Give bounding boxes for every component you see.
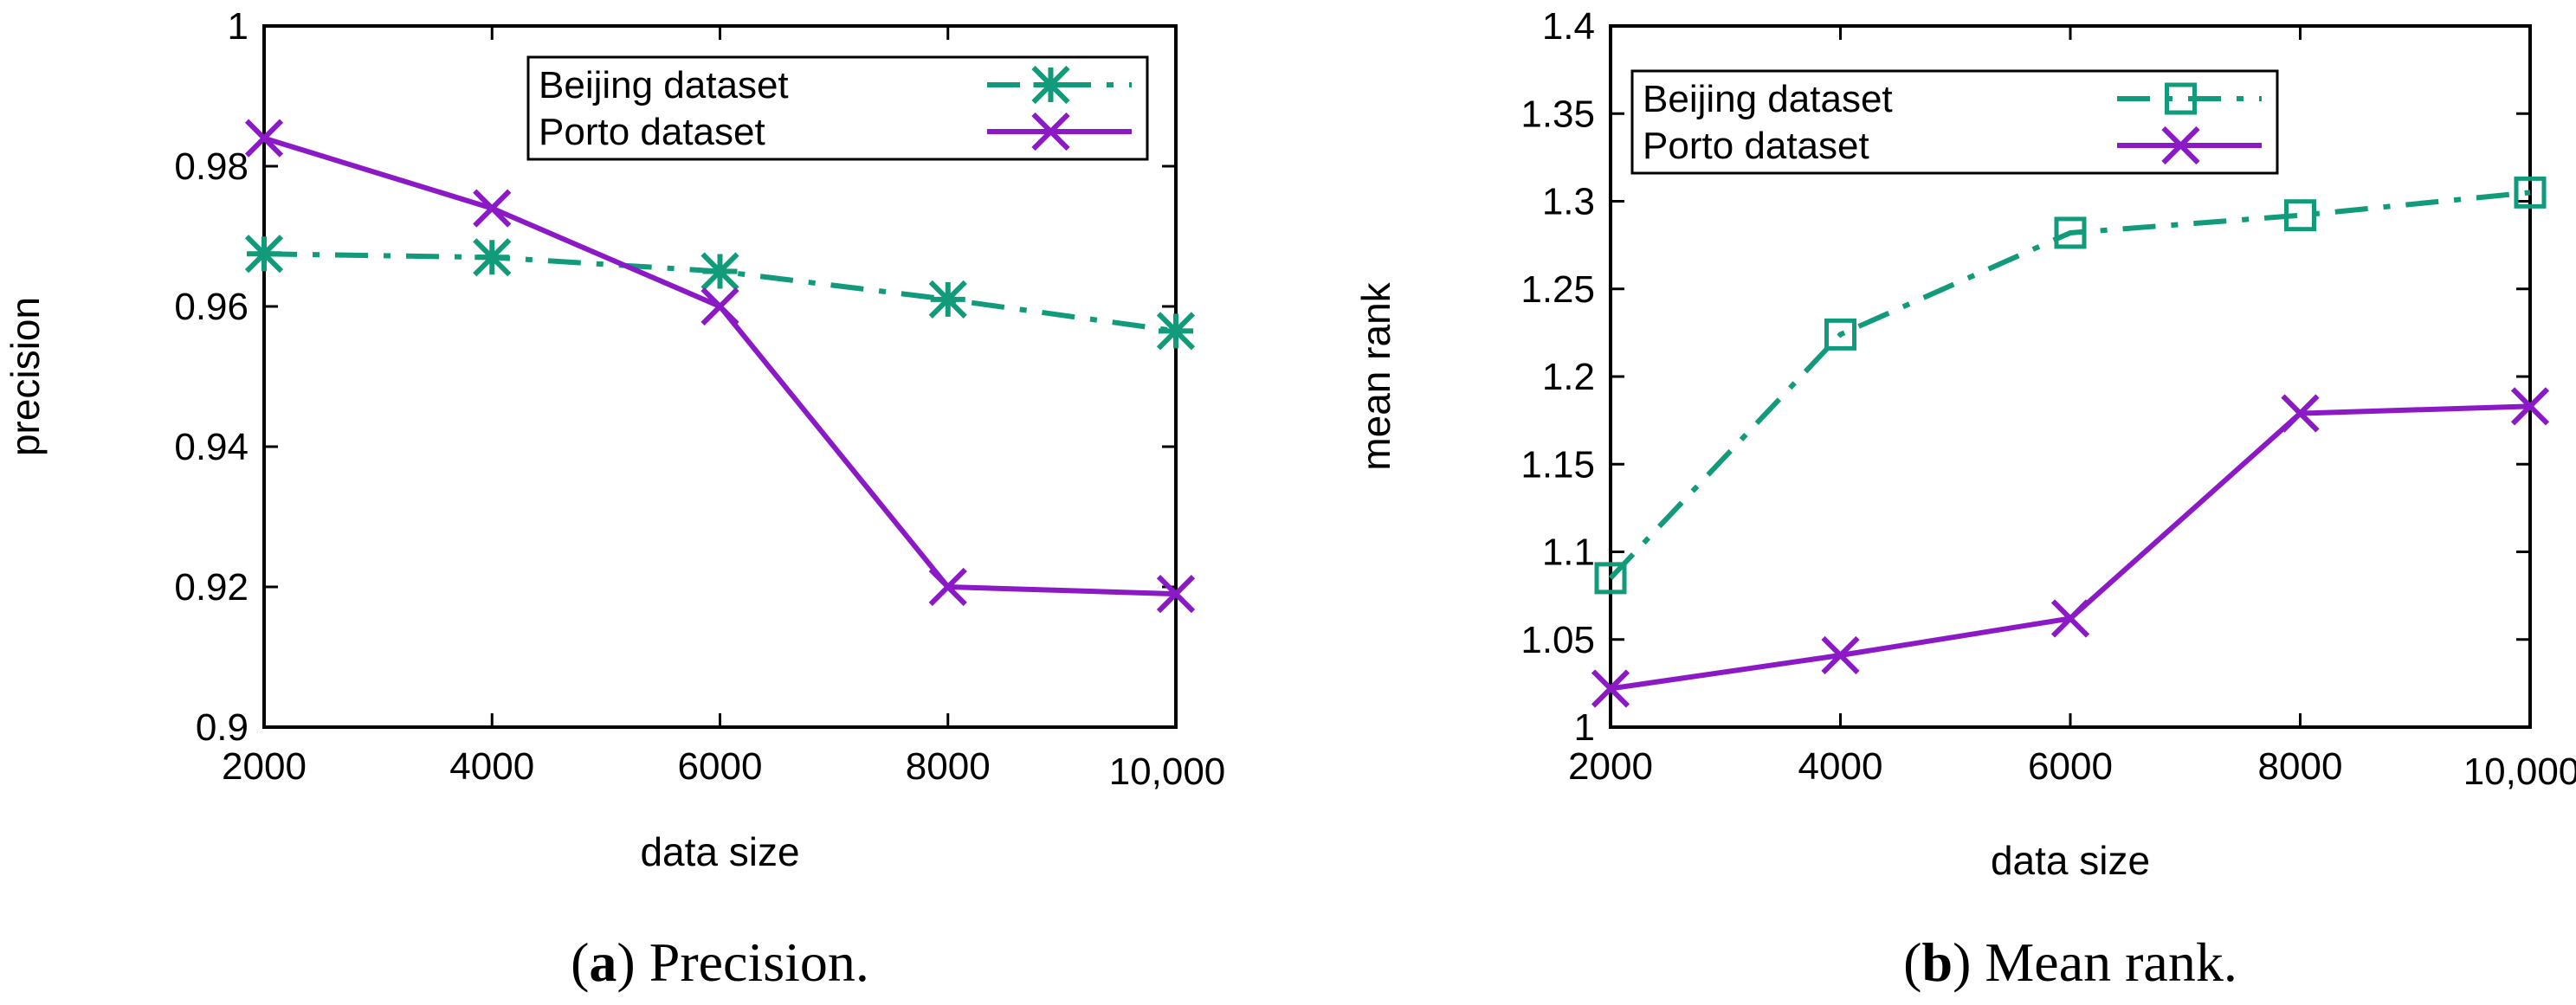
series-line	[1610, 403, 2531, 692]
y-axis-label: precision	[3, 297, 48, 456]
series-line	[263, 135, 1177, 597]
legend-label: Porto dataset	[539, 111, 765, 153]
x-tick-label: 8000	[906, 745, 991, 788]
y-tick-label: 1.3	[1542, 181, 1595, 223]
data-point	[2510, 387, 2550, 426]
data-point	[700, 287, 739, 326]
legend-label: Porto dataset	[1643, 125, 1869, 167]
data-point	[1594, 562, 1627, 595]
legend-marker	[1031, 65, 1070, 105]
caption: (b) Mean rank.	[1903, 931, 2237, 993]
x-tick-label: 2000	[1568, 745, 1653, 788]
data-point	[1824, 318, 1856, 351]
data-point	[473, 238, 512, 277]
data-point	[700, 252, 739, 291]
data-point	[244, 235, 284, 274]
legend-marker	[1031, 112, 1070, 151]
legend-box	[526, 55, 1149, 161]
legend: Beijing dataset Porto dataset	[1630, 69, 2279, 175]
legend-label: Beijing dataset	[1643, 78, 1893, 120]
caption-paren: (	[571, 931, 589, 993]
x-axis-label: data size	[1991, 838, 2150, 883]
data-point	[2514, 176, 2547, 209]
data-point	[1821, 635, 1860, 675]
y-tick-label: 0.98	[174, 145, 249, 188]
data-point	[928, 280, 967, 319]
series-porto-dataset	[244, 119, 1196, 614]
data-point	[2050, 599, 2090, 638]
data-point	[928, 567, 967, 607]
series-line	[1608, 190, 2531, 580]
caption-text: ) Mean rank.	[1953, 931, 2237, 993]
x-tick-label: 10,000	[2463, 751, 2576, 793]
caption-letter: b	[1921, 931, 1953, 993]
y-tick-label: 1.15	[1520, 443, 1595, 486]
caption-letter: a	[589, 931, 617, 993]
data-point	[1156, 312, 1196, 351]
chart-a: 0.9 0.92 0.94 0.96 0.98 1 2000 4000 6000 8000 10,0…	[3, 5, 1225, 993]
chart-b: 1 1.05 1.1 1.15 1.2 1.25 1.3 1.35 1.4 2000 4000 600…	[1353, 5, 2576, 993]
series-porto-dataset	[1591, 387, 2550, 708]
y-tick-label: 1.1	[1542, 531, 1595, 574]
x-tick-label: 4000	[1798, 745, 1883, 788]
data-point	[1591, 669, 1630, 708]
x-tick-label: 6000	[2028, 745, 2113, 788]
y-tick-label: 1.35	[1520, 93, 1595, 135]
x-tick-label: 2000	[222, 745, 307, 788]
x-axis-label: data size	[640, 829, 799, 874]
data-point	[244, 119, 284, 158]
y-tick-label: 0.92	[174, 566, 249, 609]
x-tick-label: 6000	[678, 745, 763, 788]
y-tick-label: 1	[228, 5, 249, 48]
data-point	[2054, 216, 2087, 249]
y-tick-label: 1	[1574, 706, 1595, 749]
caption-text: ) Precision.	[617, 931, 869, 993]
y-tick-label: 0.94	[174, 426, 249, 468]
series-beijing-dataset	[1594, 176, 2547, 595]
y-tick-label: 1.4	[1542, 5, 1595, 48]
x-tick-label: 4000	[449, 745, 534, 788]
y-tick-label: 1.05	[1520, 619, 1595, 661]
data-point	[473, 189, 512, 228]
y-tick-label: 1.2	[1542, 356, 1595, 398]
data-point	[2284, 199, 2316, 232]
legend: Beijing dataset Porto dataset	[526, 55, 1149, 161]
y-axis-label: mean rank	[1353, 281, 1398, 470]
x-tick-label: 8000	[2258, 745, 2343, 788]
data-point	[2281, 394, 2320, 433]
x-tick-label: 10,000	[1109, 751, 1226, 793]
data-point	[1156, 574, 1196, 614]
legend-label: Beijing dataset	[539, 64, 789, 106]
y-tick-label: 0.96	[174, 286, 249, 328]
y-tick-label: 0.9	[196, 706, 249, 749]
caption: (a) Precision.	[571, 931, 869, 993]
y-tick-label: 1.25	[1520, 268, 1595, 311]
legend-marker	[2161, 126, 2200, 165]
series-beijing-dataset	[244, 235, 1196, 351]
caption-paren: (	[1903, 931, 1921, 993]
legend-marker	[2165, 82, 2197, 115]
